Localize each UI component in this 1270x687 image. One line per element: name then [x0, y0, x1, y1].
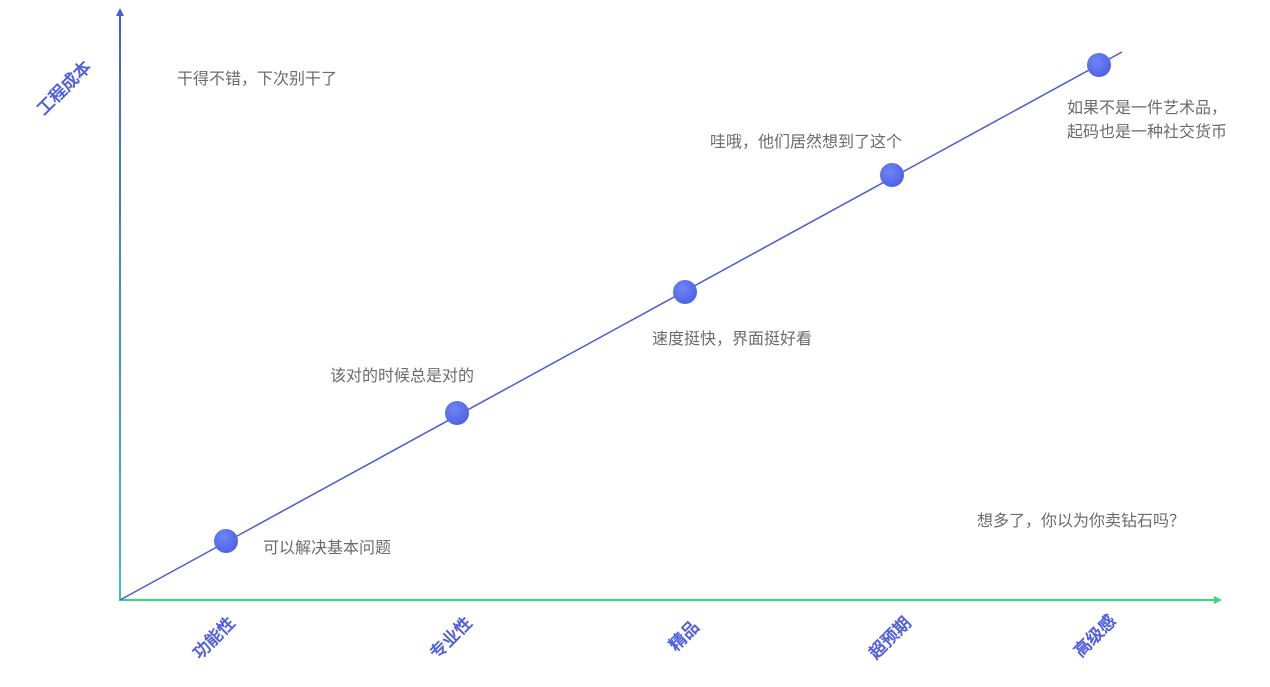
annotation: 起码也是一种社交货币 [1067, 122, 1227, 141]
annotation: 可以解决基本问题 [263, 538, 391, 557]
category-label: 高级感 [1070, 611, 1121, 662]
x-axis-arrow [1214, 596, 1222, 604]
annotation: 哇哦，他们居然想到了这个 [710, 132, 902, 151]
y-axis-arrow [116, 8, 124, 16]
dot [445, 401, 469, 425]
dots [214, 53, 1111, 553]
category-label: 功能性 [189, 613, 240, 664]
annotation: 速度挺快，界面挺好看 [652, 329, 812, 348]
annotation: 如果不是一件艺术品， [1067, 98, 1227, 117]
category-label: 专业性 [426, 613, 477, 664]
annotation: 该对的时候总是对的 [330, 366, 474, 385]
y-axis [119, 14, 121, 601]
x-axis [120, 599, 1216, 601]
category-label: 精品 [665, 617, 704, 656]
dot [214, 529, 238, 553]
annotation: 干得不错，下次别干了 [177, 69, 337, 88]
axes [116, 8, 1222, 604]
categories: 功能性 专业性 精品 超预期 高级感 [189, 611, 1121, 664]
annotations: 干得不错，下次别干了 可以解决基本问题 该对的时候总是对的 速度挺快，界面挺好看… [177, 69, 1227, 557]
y-axis-label: 工程成本 [33, 57, 96, 120]
dot [673, 280, 697, 304]
annotation: 想多了，你以为你卖钻石吗？ [977, 511, 1185, 530]
dot [1087, 53, 1111, 77]
dot [880, 163, 904, 187]
trend-line [119, 51, 1123, 601]
category-label: 超预期 [865, 613, 916, 664]
